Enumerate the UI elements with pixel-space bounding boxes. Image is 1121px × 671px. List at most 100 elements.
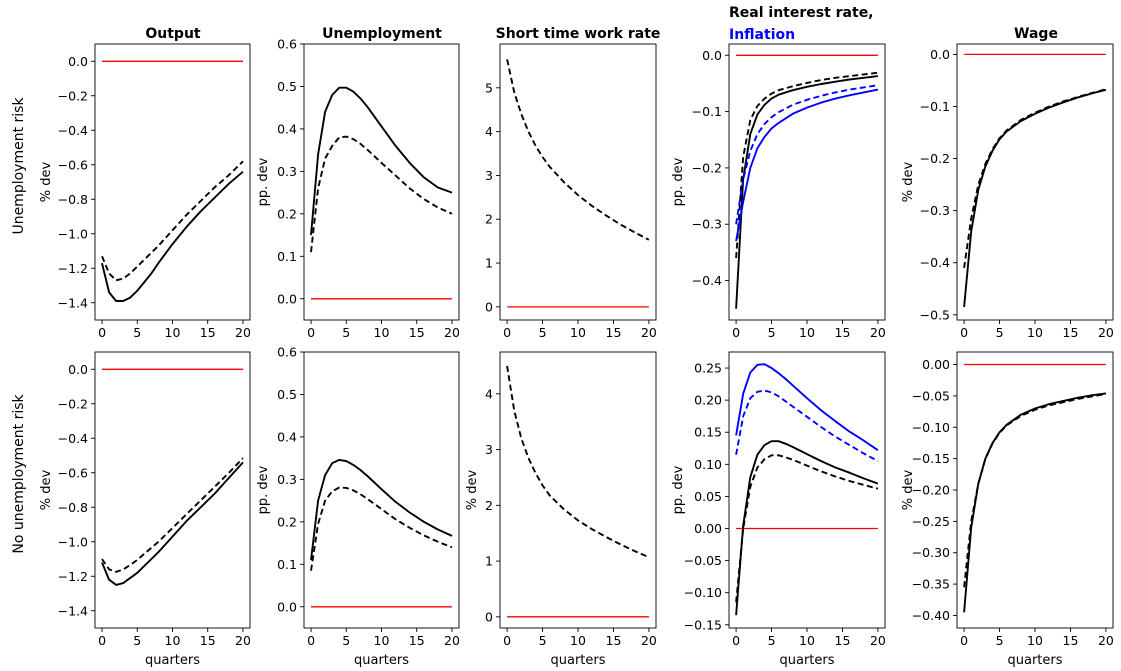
plot-frame [499, 43, 657, 321]
x-tick-label: 10 [799, 325, 815, 340]
black-dashed-series-line [735, 454, 879, 603]
black-solid-series-line [310, 86, 453, 236]
y-tick-label: −0.2 [58, 88, 88, 103]
x-tick-label: 10 [799, 633, 815, 648]
y-tick-label: 0.05 [694, 489, 722, 504]
black-solid-series-line [963, 392, 1107, 613]
x-tick-label: 0 [98, 633, 106, 648]
y-tick-label: 3 [485, 168, 493, 183]
x-tick-label: 0 [307, 325, 315, 340]
y-tick-label: 0.0 [930, 47, 950, 62]
column-title-inflation: Inflation [729, 27, 795, 43]
blue-dashed-series-line [735, 389, 879, 462]
y-tick-label: −0.15 [912, 451, 950, 466]
y-tick-label: −0.1 [920, 99, 950, 114]
y-tick-label: 1 [485, 554, 493, 569]
black-dashed-series-line [101, 457, 244, 573]
panel-unemployment-unemployment-risk: 0 5 10 15 20 0.0 0.1 0.2 0.3 0.4 0.5 0.6 pp. dev [256, 37, 460, 341]
row-labels: Unemployment risk No unemployment risk [11, 97, 27, 554]
y-tick-label: −0.40 [912, 608, 950, 623]
column-title-short-time-work-rate: Short time work rate [496, 26, 661, 42]
plot-frame [728, 43, 886, 321]
y-tick-label: −0.10 [912, 420, 950, 435]
y-tick-label: −0.2 [692, 160, 722, 175]
x-tick-label: 15 [1063, 325, 1079, 340]
y-tick-label: 0.5 [277, 387, 297, 402]
x-tick-label: 20 [870, 325, 886, 340]
plot-frame [728, 351, 886, 629]
y-tick-label: −0.25 [912, 514, 950, 529]
y-tick-label: −1.2 [58, 261, 88, 276]
y-tick-label: 0.0 [277, 599, 297, 614]
column-title-real-interest-rate: Real interest rate, [729, 5, 874, 21]
x-tick-label: 5 [768, 325, 776, 340]
y-axis-label: pp. dev [671, 465, 686, 514]
x-tick-label: 20 [641, 325, 657, 340]
y-tick-label: 0.25 [694, 361, 722, 376]
y-tick-label: −0.15 [684, 617, 722, 632]
x-tick-label: 0 [732, 633, 740, 648]
blue-solid-series-line [735, 88, 879, 242]
x-tick-label: 20 [1098, 325, 1114, 340]
y-tick-label: −1.4 [58, 603, 88, 618]
x-tick-label: 15 [1063, 633, 1079, 648]
y-tick-label: 5 [485, 80, 493, 95]
y-tick-label: −0.35 [912, 577, 950, 592]
x-tick-label: 5 [996, 325, 1004, 340]
x-tick-label: 15 [835, 325, 851, 340]
y-tick-label: 0.1 [277, 249, 297, 264]
x-tick-label: 20 [1098, 633, 1114, 648]
y-axis-label: pp. dev [671, 157, 686, 206]
x-tick-label: 10 [570, 325, 586, 340]
panel-output-unemployment-risk: 0 5 10 15 20 0.0 −0.2 −0.4 −0.6 −0.8 −1.0 −1.2 −1.4%… [39, 43, 251, 340]
y-tick-label: 0.6 [277, 37, 297, 52]
y-tick-label: 0.0 [277, 291, 297, 306]
black-solid-series-line [101, 461, 244, 586]
x-tick-label: 10 [165, 325, 181, 340]
x-tick-label: 0 [732, 325, 740, 340]
x-tick-label: 5 [342, 633, 350, 648]
panel-real-interest-rate-inflation-no-unemployment-risk: 0 5 10 15 20 0.25 0.20 0.15 0.10 0.05 0.00 −0.05 −0.… [671, 351, 886, 668]
y-tick-label: −0.2 [58, 396, 88, 411]
x-tick-label: 15 [835, 633, 851, 648]
x-tick-label: 5 [342, 325, 350, 340]
black-solid-series-line [735, 440, 879, 616]
plot-frame [303, 43, 460, 321]
y-tick-label: 3 [485, 442, 493, 457]
y-tick-label: −0.4 [692, 273, 722, 288]
y-tick-label: 1 [485, 256, 493, 271]
x-tick-label: 15 [409, 325, 425, 340]
y-tick-label: −0.05 [912, 388, 950, 403]
y-tick-label: −0.6 [58, 157, 88, 172]
y-tick-label: −0.4 [58, 431, 88, 446]
x-tick-label: 20 [870, 633, 886, 648]
y-axis-label: % dev [39, 161, 54, 202]
y-tick-label: −0.4 [58, 123, 88, 138]
y-tick-label: −1.0 [58, 534, 88, 549]
y-axis-label: % dev [901, 161, 916, 202]
y-tick-label: 0.2 [277, 514, 297, 529]
y-tick-label: −0.3 [692, 217, 722, 232]
plot-frame [499, 351, 657, 629]
y-axis-label: % dev [901, 469, 916, 510]
plot-frame [94, 351, 251, 629]
y-tick-label: 4 [485, 124, 493, 139]
y-tick-label: 0.00 [694, 521, 722, 536]
y-tick-label: −1.4 [58, 295, 88, 310]
x-axis-label: quarters [550, 653, 605, 668]
y-tick-label: −0.1 [692, 104, 722, 119]
x-tick-label: 10 [374, 633, 390, 648]
x-axis-label: quarters [779, 653, 834, 668]
y-tick-label: 0.3 [277, 472, 297, 487]
row-label-unemployment-risk: Unemployment risk [11, 97, 27, 235]
y-tick-label: −1.0 [58, 226, 88, 241]
y-tick-label: −0.30 [912, 545, 950, 560]
x-tick-label: 15 [606, 325, 622, 340]
column-titles: Output Unemployment Short time work rate… [145, 5, 1058, 43]
y-tick-label: −0.8 [58, 192, 88, 207]
y-axis-label: pp. dev [256, 465, 271, 514]
blue-solid-series-line [735, 363, 879, 451]
x-tick-label: 20 [444, 633, 460, 648]
y-tick-label: 0.1 [277, 557, 297, 572]
